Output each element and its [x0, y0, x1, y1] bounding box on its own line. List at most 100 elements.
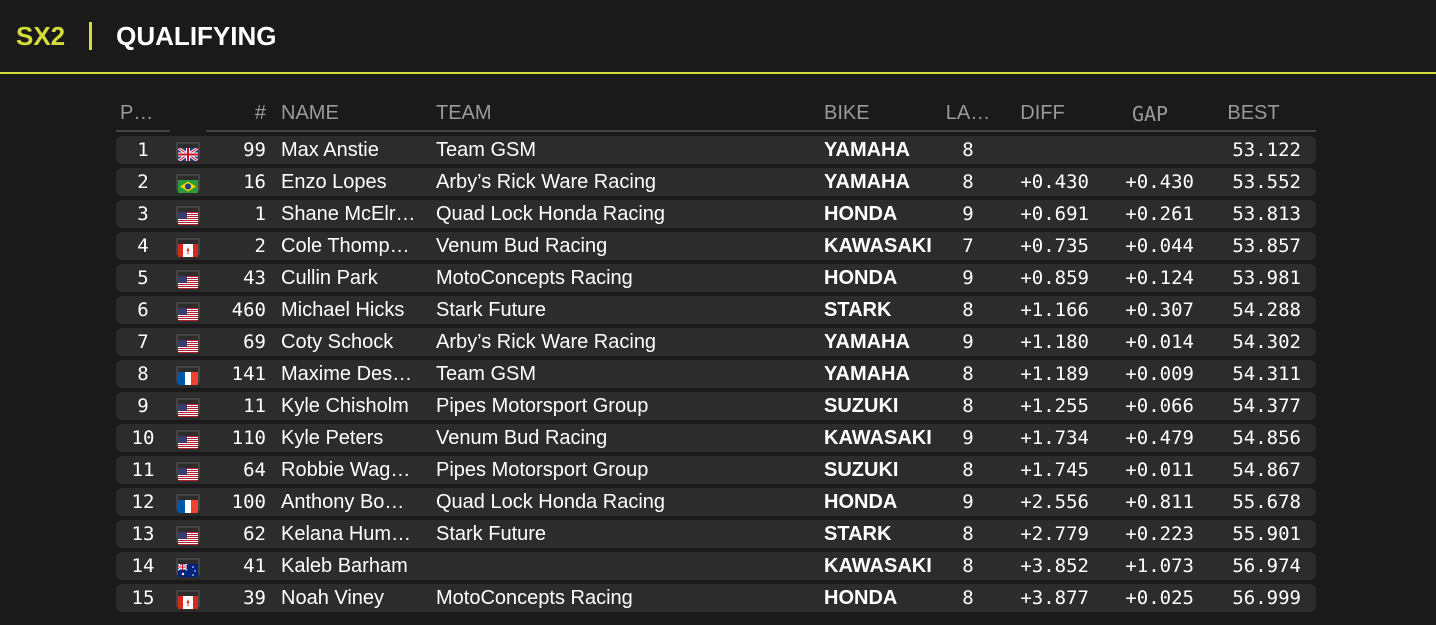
laps: 8: [962, 587, 974, 609]
team-name: Stark Future: [436, 523, 547, 545]
rider-number: 11: [243, 395, 266, 417]
team-name: Venum Bud Racing: [436, 427, 608, 449]
rider-name[interactable]: Shane McElr…: [281, 203, 416, 225]
col-name[interactable]: NAME: [281, 102, 339, 124]
best-lap: 53.552: [1232, 171, 1301, 193]
team-name: Arby’s Rick Ware Racing: [436, 331, 657, 353]
rider-number: 39: [243, 587, 266, 609]
table-row[interactable]: 5 43 Cullin Park MotoConcepts Racing HON…: [116, 264, 1316, 292]
divider: [89, 22, 93, 50]
rider-name[interactable]: Michael Hicks: [281, 299, 405, 321]
table-row[interactable]: 15 39 Noah Viney MotoConcepts Racing HON…: [116, 584, 1316, 612]
position: 5: [137, 267, 149, 289]
rider-number: 64: [243, 459, 266, 481]
rider-name[interactable]: Kaleb Barham: [281, 555, 408, 577]
laps: 8: [962, 555, 974, 577]
gap: +0.044: [1125, 235, 1194, 257]
table-row[interactable]: 12 100 Anthony Bo… Quad Lock Honda Racin…: [116, 488, 1316, 516]
laps: 8: [962, 459, 974, 481]
team-name: Venum Bud Racing: [436, 235, 608, 257]
bike: KAWASAKI: [824, 427, 932, 449]
bike: KAWASAKI: [824, 235, 932, 257]
table-row[interactable]: 6 460 Michael Hicks Stark Future STARK 8…: [116, 296, 1316, 324]
header-underline: [116, 130, 170, 132]
gap: +1.073: [1125, 555, 1194, 577]
flag-br-icon: [176, 174, 200, 193]
table-row[interactable]: 3 1 Shane McElr… Quad Lock Honda Racing …: [116, 200, 1316, 228]
diff: +3.852: [1020, 555, 1089, 577]
col-pos[interactable]: P…: [120, 102, 154, 124]
rider-name[interactable]: Kelana Hum…: [281, 523, 412, 545]
rider-name[interactable]: Cullin Park: [281, 267, 378, 289]
rider-name[interactable]: Enzo Lopes: [281, 171, 387, 193]
table-row[interactable]: 10 110 Kyle Peters Venum Bud Racing KAWA…: [116, 424, 1316, 452]
position: 4: [137, 235, 149, 257]
gap: +0.479: [1125, 427, 1194, 449]
bike: HONDA: [824, 203, 898, 225]
position: 13: [131, 523, 155, 545]
flag-us-icon: [176, 462, 200, 481]
diff: +1.734: [1020, 427, 1089, 449]
header-underline: [206, 130, 1316, 132]
laps: 8: [962, 171, 974, 193]
laps: 7: [962, 235, 974, 257]
position: 12: [131, 491, 155, 513]
team-name: MotoConcepts Racing: [436, 267, 633, 289]
flag-us-icon: [176, 270, 200, 289]
best-lap: 55.678: [1232, 491, 1301, 513]
col-laps[interactable]: LA…: [945, 102, 991, 124]
col-bike[interactable]: BIKE: [824, 102, 870, 124]
col-best[interactable]: BEST: [1227, 102, 1280, 124]
position: 3: [137, 203, 149, 225]
rider-number: 110: [231, 427, 266, 449]
table-row[interactable]: 4 2 Cole Thomp… Venum Bud Racing KAWASAK…: [116, 232, 1316, 260]
table-header: P… # NAME TEAM BIKE LA… DIFF GAP BEST: [116, 96, 1316, 132]
position: 11: [131, 459, 155, 481]
table-row[interactable]: 1 99 Max Anstie Team GSM YAMAHA 8 53.122: [116, 136, 1316, 164]
gap: +0.223: [1125, 523, 1194, 545]
rider-number: 100: [231, 491, 266, 513]
rider-name[interactable]: Kyle Peters: [281, 427, 384, 449]
table-row[interactable]: 2 16 Enzo Lopes Arby’s Rick Ware Racing …: [116, 168, 1316, 196]
rider-name[interactable]: Noah Viney: [281, 587, 385, 609]
diff: +3.877: [1020, 587, 1089, 609]
rider-name[interactable]: Maxime Des…: [281, 363, 413, 385]
col-diff[interactable]: DIFF: [1020, 102, 1065, 124]
bike: KAWASAKI: [824, 555, 932, 577]
position: 14: [131, 555, 155, 577]
col-team[interactable]: TEAM: [436, 102, 492, 124]
rider-name[interactable]: Anthony Bo…: [281, 491, 405, 513]
rider-number: 43: [243, 267, 266, 289]
flag-ca-icon: [176, 590, 200, 609]
laps: 9: [962, 267, 974, 289]
flag-us-icon: [176, 302, 200, 321]
laps: 9: [962, 491, 974, 513]
best-lap: 53.857: [1232, 235, 1301, 257]
rider-name[interactable]: Coty Schock: [281, 331, 394, 353]
rider-name[interactable]: Kyle Chisholm: [281, 395, 409, 417]
table-row[interactable]: 7 69 Coty Schock Arby’s Rick Ware Racing…: [116, 328, 1316, 356]
rider-number: 460: [231, 299, 266, 321]
table-row[interactable]: 13 62 Kelana Hum… Stark Future STARK 8 +…: [116, 520, 1316, 548]
col-gap[interactable]: GAP: [1131, 102, 1169, 126]
team-name: Stark Future: [436, 299, 547, 321]
table-row[interactable]: 8 141 Maxime Des… Team GSM YAMAHA 8 +1.1…: [116, 360, 1316, 388]
rider-name[interactable]: Robbie Wag…: [281, 459, 411, 481]
bike: SUZUKI: [824, 459, 899, 481]
best-lap: 56.999: [1232, 587, 1301, 609]
rider-name[interactable]: Cole Thomp…: [281, 235, 410, 257]
diff: +2.779: [1020, 523, 1089, 545]
gap: +0.124: [1125, 267, 1194, 289]
col-num[interactable]: #: [254, 102, 266, 124]
bike: YAMAHA: [824, 331, 910, 353]
table-row[interactable]: 14 41 Kaleb Barham KAWASAKI 8 +3.852 +1.…: [116, 552, 1316, 580]
rider-name[interactable]: Max Anstie: [281, 139, 379, 161]
best-lap: 54.311: [1232, 363, 1301, 385]
position: 9: [137, 395, 149, 417]
table-row[interactable]: 11 64 Robbie Wag… Pipes Motorsport Group…: [116, 456, 1316, 484]
table-row[interactable]: 9 11 Kyle Chisholm Pipes Motorsport Grou…: [116, 392, 1316, 420]
gap: +0.430: [1125, 171, 1194, 193]
team-name: Team GSM: [436, 363, 537, 385]
rider-number: 2: [254, 235, 266, 257]
team-name: Pipes Motorsport Group: [436, 459, 649, 481]
